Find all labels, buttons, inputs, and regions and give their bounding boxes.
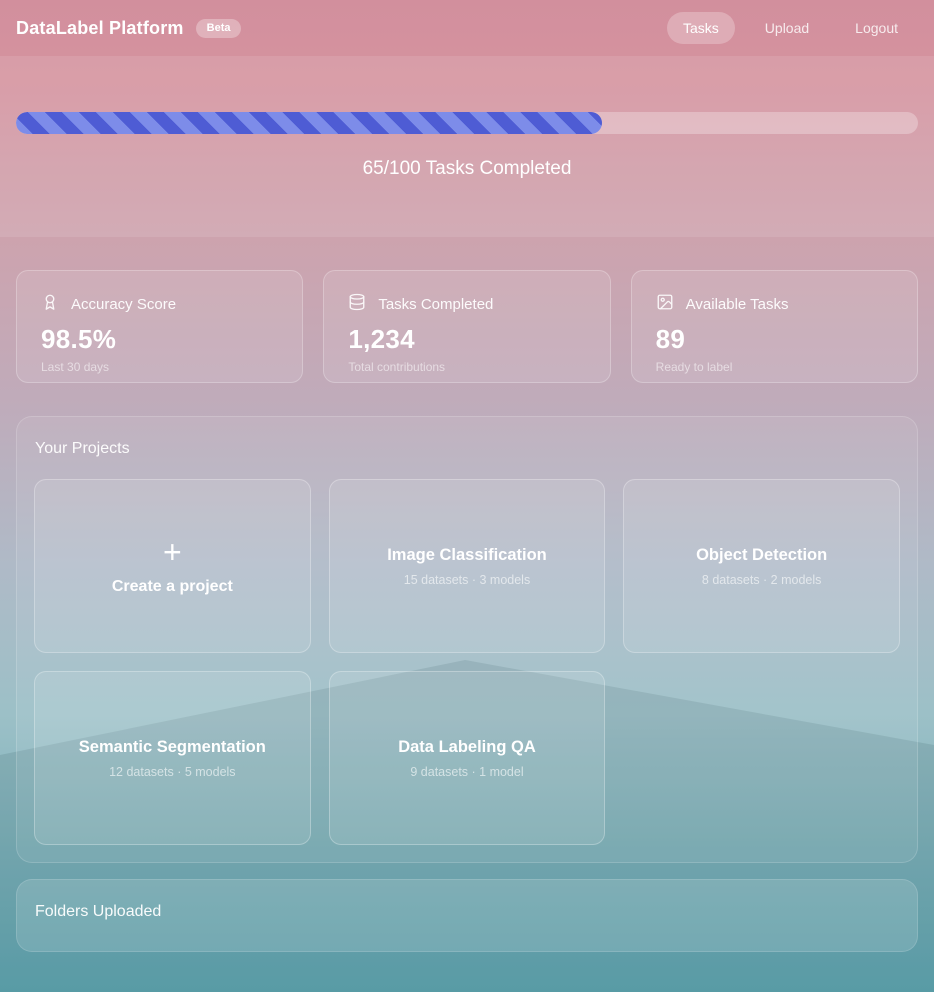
folders-panel: Folders Uploaded (16, 879, 918, 952)
stat-caption: Last 30 days (41, 360, 110, 374)
stat-caption: Ready to label (655, 360, 733, 374)
progress-bar-track (16, 112, 918, 134)
project-meta: 9 datasets · 1 model (410, 764, 524, 779)
stat-head: Accuracy Score (41, 293, 278, 315)
main-nav: Tasks Upload Logout (667, 12, 914, 44)
progress-label: 65/100 Tasks Completed (362, 158, 572, 179)
project-title: Semantic Segmentation (78, 737, 266, 756)
image-icon (656, 293, 674, 315)
project-meta: 12 datasets · 5 models (109, 764, 236, 779)
nav-upload[interactable]: Upload (749, 12, 825, 44)
stat-label: Tasks Completed (378, 295, 494, 313)
create-project-card[interactable]: + Create a project (34, 479, 311, 653)
stat-label: Accuracy Score (71, 295, 177, 313)
progress-bar-fill (16, 112, 603, 134)
project-title: Image Classification (387, 545, 547, 564)
project-card-image-classification[interactable]: Image Classification 15 datasets · 3 mod… (328, 479, 606, 653)
stat-value: 98.5% (41, 324, 117, 354)
stat-card-accuracy: Accuracy Score 98.5% Last 30 days (16, 270, 304, 383)
project-meta: 8 datasets · 2 models (701, 572, 822, 587)
project-card-data-labeling-qa[interactable]: Data Labeling QA 9 datasets · 1 model (328, 671, 606, 845)
stat-head: Available Tasks (656, 293, 893, 315)
project-title: Object Detection (696, 545, 828, 564)
progress-section: 65/100 Tasks Completed (0, 56, 934, 237)
stat-card-tasks-completed: Tasks Completed 1,234 Total contribution… (323, 270, 611, 383)
projects-grid: + Create a project Image Classification … (34, 479, 900, 845)
projects-panel: Your Projects + Create a project Image C… (16, 416, 918, 863)
stat-head: Tasks Completed (348, 293, 585, 315)
projects-title: Your Projects (35, 440, 130, 457)
brand: DataLabel Platform Beta (16, 17, 242, 39)
folders-title: Folders Uploaded (35, 903, 162, 920)
stat-value: 1,234 (348, 324, 415, 354)
app-header: DataLabel Platform Beta Tasks Upload Log… (0, 0, 934, 56)
project-card-object-detection[interactable]: Object Detection 8 datasets · 2 models (623, 479, 900, 653)
beta-badge: Beta (195, 18, 242, 38)
plus-icon: + (162, 534, 182, 570)
stat-value: 89 (655, 324, 686, 354)
project-title: Data Labeling QA (398, 737, 536, 756)
stat-caption: Total contributions (348, 360, 446, 374)
project-meta: 15 datasets · 3 models (403, 572, 531, 587)
award-icon (41, 293, 59, 315)
stat-label: Available Tasks (685, 295, 789, 313)
project-card-semantic-segmentation[interactable]: Semantic Segmentation 12 datasets · 5 mo… (34, 671, 311, 845)
app-title: DataLabel Platform (16, 17, 184, 38)
database-icon (348, 293, 366, 315)
stats-row: Accuracy Score 98.5% Last 30 days Tasks … (16, 270, 918, 383)
stat-card-available-tasks: Available Tasks 89 Ready to label (630, 270, 918, 383)
create-project-label: Create a project (111, 578, 233, 595)
nav-tasks[interactable]: Tasks (667, 12, 735, 44)
nav-logout[interactable]: Logout (839, 12, 914, 44)
